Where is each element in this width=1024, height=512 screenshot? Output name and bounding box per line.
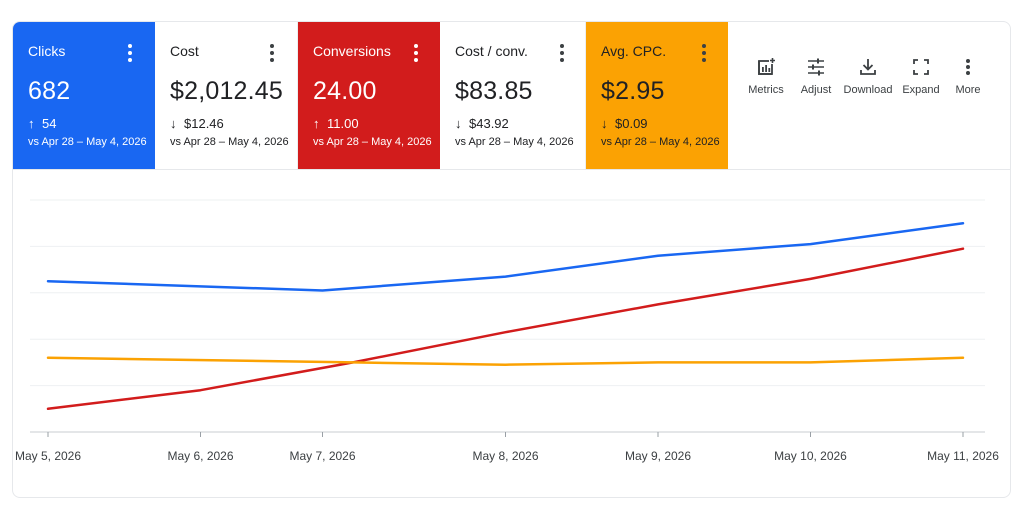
more-vert-icon [957,56,979,78]
metric-label: Cost / conv. [455,43,528,59]
metric-change: ↓ $0.09 [601,116,728,132]
more-vert-icon[interactable] [553,42,571,64]
add-chart-icon [755,56,777,78]
metric-compare-range: vs Apr 28 – May 4, 2026 [601,136,720,148]
arrow-down-icon: ↓ [601,116,608,131]
metric-value: 24.00 [313,77,377,105]
expand-button[interactable]: Expand [895,56,947,106]
adjust-button[interactable]: Adjust [791,56,841,106]
fullscreen-icon [910,56,932,78]
more-vert-icon[interactable] [407,42,425,64]
adjust-label: Adjust [800,84,832,96]
metric-change: ↓ $43.92 [455,116,585,132]
metric-change-value: $12.46 [184,116,224,131]
download-button[interactable]: Download [841,56,895,106]
header-divider [13,169,1010,170]
metric-card-cost[interactable]: Cost $2,012.45 ↓ $12.46 vs Apr 28 – May … [155,22,298,169]
download-icon [857,56,879,78]
metric-cards: Clicks 682 ↑ 54 vs Apr 28 – May 4, 2026 … [13,22,728,169]
metric-card-cost-per-conv[interactable]: Cost / conv. $83.85 ↓ $43.92 vs Apr 28 –… [440,22,586,169]
metric-change-value: 54 [42,116,57,131]
metric-change: ↑ 54 [28,116,155,132]
metric-label: Clicks [28,43,66,59]
metric-change: ↑ 11.00 [313,116,440,132]
more-vert-icon[interactable] [695,42,713,64]
metric-card-conversions[interactable]: Conversions 24.00 ↑ 11.00 vs Apr 28 – Ma… [298,22,440,169]
metric-change-value: $43.92 [469,116,509,131]
metric-card-clicks[interactable]: Clicks 682 ↑ 54 vs Apr 28 – May 4, 2026 [13,22,155,169]
expand-label: Expand [902,84,940,96]
more-label: More [955,84,981,96]
metric-change-value: $0.09 [615,116,648,131]
metrics-label: Metrics [748,84,784,96]
metric-value: 682 [28,77,71,105]
arrow-up-icon: ↑ [313,116,320,131]
metric-change-value: 11.00 [327,116,359,131]
arrow-down-icon: ↓ [170,116,177,131]
metric-value: $2.95 [601,77,665,105]
metric-card-avg-cpc[interactable]: Avg. CPC. $2.95 ↓ $0.09 vs Apr 28 – May … [586,22,728,169]
arrow-down-icon: ↓ [455,116,462,131]
more-vert-icon[interactable] [263,42,281,64]
download-label: Download [843,84,893,96]
metric-compare-range: vs Apr 28 – May 4, 2026 [170,136,289,148]
metric-compare-range: vs Apr 28 – May 4, 2026 [28,136,147,148]
tune-icon [805,56,827,78]
more-button[interactable]: More [947,56,989,106]
metric-value: $83.85 [455,77,533,105]
metric-compare-range: vs Apr 28 – May 4, 2026 [455,136,574,148]
metric-label: Avg. CPC. [601,43,667,59]
chart-toolbar: Metrics Adjust Download Expand [741,56,989,106]
metric-compare-range: vs Apr 28 – May 4, 2026 [313,136,432,148]
metric-label: Cost [170,43,199,59]
metric-label: Conversions [313,43,391,59]
arrow-up-icon: ↑ [28,116,35,131]
metrics-button[interactable]: Metrics [741,56,791,106]
metric-change: ↓ $12.46 [170,116,297,132]
metric-value: $2,012.45 [170,77,284,105]
more-vert-icon[interactable] [121,42,139,64]
